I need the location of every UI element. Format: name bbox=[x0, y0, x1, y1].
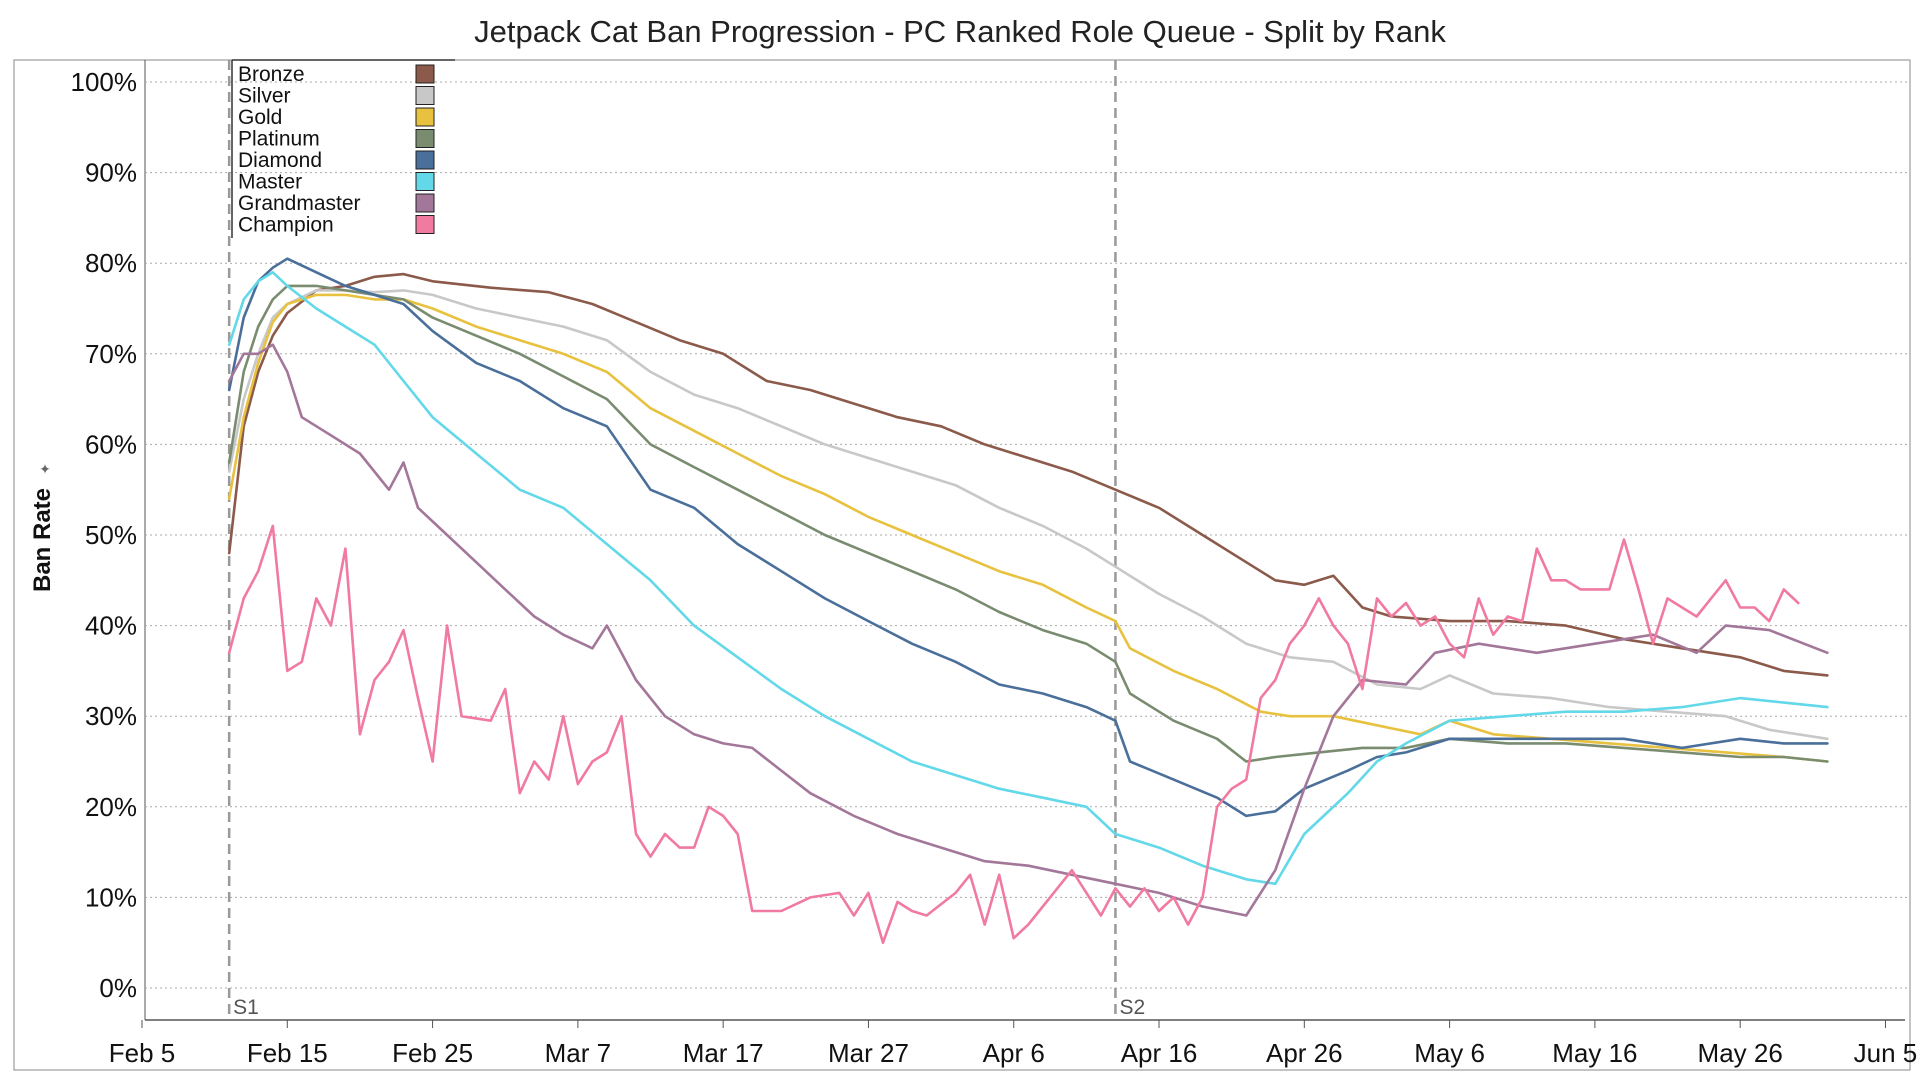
y-tick-label: 90% bbox=[85, 158, 137, 188]
x-tick-label: Mar 7 bbox=[545, 1038, 611, 1068]
x-tick-label: May 16 bbox=[1552, 1038, 1637, 1068]
legend-swatch-bronze[interactable] bbox=[415, 64, 435, 84]
season-reference-lines: S1 S2 bbox=[227, 60, 1145, 1020]
legend-label-silver: Silver bbox=[238, 85, 291, 108]
y-tick-label: 70% bbox=[85, 339, 137, 369]
series-line-champion bbox=[227, 524, 1800, 944]
y-tick-label: 80% bbox=[85, 248, 137, 278]
series-line-gold bbox=[227, 293, 1829, 763]
legend-swatch-platinum[interactable] bbox=[415, 129, 435, 148]
legend-label-diamond: Diamond bbox=[238, 149, 322, 172]
legend-label-gold: Gold bbox=[238, 106, 282, 129]
legend-label-grandmaster: Grandmaster bbox=[238, 192, 361, 215]
y-axis-title: Ban Rate bbox=[29, 488, 56, 592]
series-line-bronze bbox=[227, 272, 1829, 677]
x-tick-label: Apr 16 bbox=[1121, 1038, 1198, 1068]
legend-swatch-diamond[interactable] bbox=[415, 150, 435, 170]
outer-frame bbox=[13, 59, 1911, 1071]
x-tick-label: Apr 26 bbox=[1266, 1038, 1343, 1068]
y-tick-label: 0% bbox=[99, 973, 137, 1003]
season-label: S2 bbox=[1119, 996, 1145, 1019]
legend-label-champion: Champion bbox=[238, 214, 334, 237]
x-tick-label: May 26 bbox=[1698, 1038, 1783, 1068]
x-tick-label: May 6 bbox=[1414, 1038, 1485, 1068]
series-line-master bbox=[227, 271, 1829, 886]
series-line-diamond bbox=[227, 257, 1829, 818]
chart-title: Jetpack Cat Ban Progression - PC Ranked … bbox=[474, 14, 1446, 49]
y-tick-label: 40% bbox=[85, 611, 137, 641]
legend-label-platinum: Platinum bbox=[238, 128, 320, 151]
y-tick-label: 10% bbox=[85, 882, 137, 912]
x-tick-label: Mar 27 bbox=[828, 1038, 909, 1068]
y-tick-label: 20% bbox=[85, 792, 137, 822]
x-tick-label: Jun 5 bbox=[1854, 1038, 1918, 1068]
y-tick-label: 100% bbox=[71, 67, 138, 97]
plot-frame bbox=[13, 59, 1911, 1071]
x-tick-label: Feb 25 bbox=[392, 1038, 473, 1068]
y-tick-label: 60% bbox=[85, 429, 137, 459]
legend[interactable]: BronzeSilverGoldPlatinumDiamondMasterGra… bbox=[231, 59, 455, 238]
series-lines bbox=[227, 257, 1829, 944]
series-line-grandmaster bbox=[227, 343, 1829, 917]
gridlines bbox=[145, 81, 1908, 989]
season-label: S1 bbox=[233, 996, 259, 1019]
x-tick-label: Mar 17 bbox=[683, 1038, 764, 1068]
legend-label-bronze: Bronze bbox=[238, 63, 305, 86]
axis-sort-icon: ✦ bbox=[39, 462, 51, 478]
legend-label-master: Master bbox=[238, 171, 302, 194]
legend-swatch-silver[interactable] bbox=[415, 86, 435, 105]
legend-swatch-champion[interactable] bbox=[415, 215, 435, 234]
y-tick-label: 30% bbox=[85, 701, 137, 731]
legend-swatch-master[interactable] bbox=[415, 172, 435, 191]
x-tick-label: Feb 15 bbox=[247, 1038, 328, 1068]
y-axis: 0% 10% 20% 30% 40% 50% 60% 70% 80% 90% 100% bbox=[71, 67, 138, 1003]
x-axis: Feb 5 Feb 15 Feb 25 Mar 7 Mar 17 Mar 27 Apr 6 A… bbox=[109, 1020, 1918, 1068]
x-tick-label: Feb 5 bbox=[109, 1038, 176, 1068]
legend-swatch-grandmaster[interactable] bbox=[415, 193, 435, 213]
legend-swatch-gold[interactable] bbox=[415, 107, 435, 127]
y-tick-label: 50% bbox=[85, 520, 137, 550]
x-tick-label: Apr 6 bbox=[983, 1038, 1045, 1068]
